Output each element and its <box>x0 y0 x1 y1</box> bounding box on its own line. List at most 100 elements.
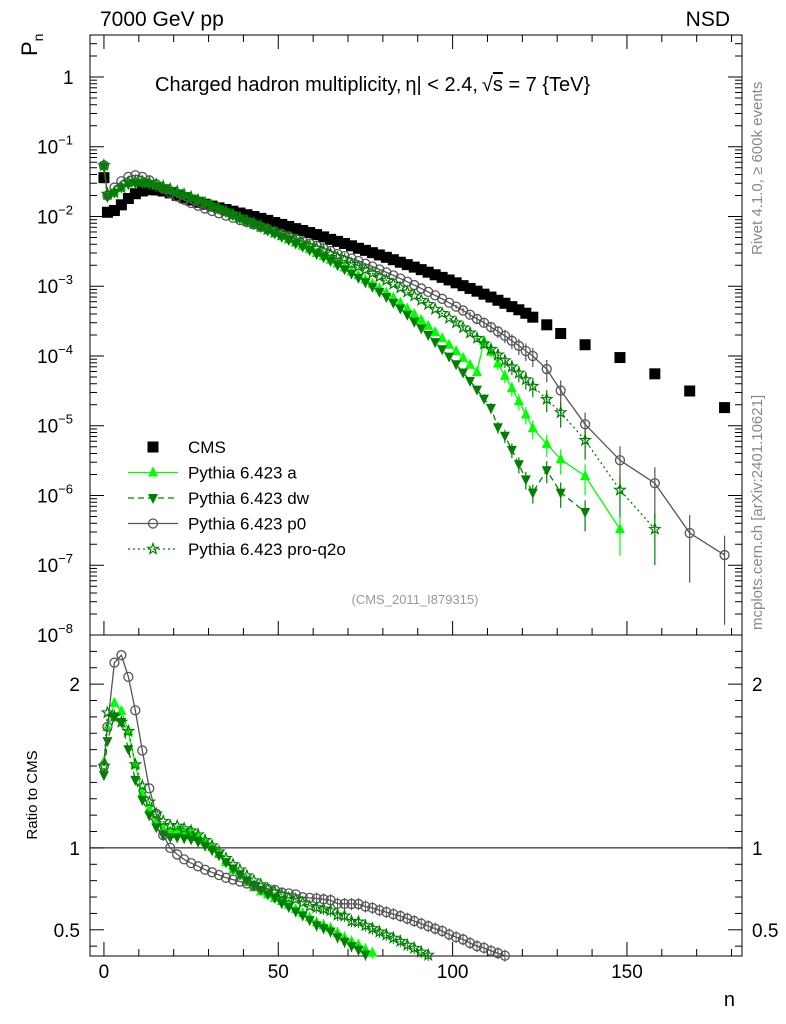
ratio-point <box>137 795 148 806</box>
point <box>260 221 275 235</box>
point <box>499 330 511 341</box>
ratio-point <box>400 937 415 951</box>
point <box>416 313 427 324</box>
point <box>409 308 420 319</box>
point <box>408 261 420 273</box>
ratio-point <box>386 930 401 944</box>
legend-marker <box>147 518 159 529</box>
point <box>330 250 345 264</box>
point <box>555 453 566 464</box>
legend-marker <box>148 466 158 477</box>
ratio-point <box>142 794 157 808</box>
ratio-point <box>255 882 266 894</box>
point <box>513 340 525 351</box>
ratio-point <box>421 947 436 961</box>
main-panel: 1 10−1 10−2 10−3 10−4 10−5 10−6 10−7 10−8 Pn Cha… <box>17 34 743 647</box>
ratio-point <box>172 824 183 835</box>
point <box>415 264 427 276</box>
ratio-y-tick-label: 2 <box>69 675 80 696</box>
point <box>506 445 517 456</box>
x-tick-label: 150 <box>611 962 643 983</box>
point <box>498 353 512 367</box>
point <box>649 368 661 380</box>
point <box>614 455 626 466</box>
x-tick-label: 100 <box>437 962 469 983</box>
ratio-point <box>137 745 148 756</box>
point <box>318 253 329 264</box>
point <box>478 394 489 405</box>
point <box>353 273 364 284</box>
point <box>442 310 457 324</box>
point <box>395 296 406 307</box>
point <box>499 297 511 309</box>
point <box>367 282 378 293</box>
point <box>614 523 625 534</box>
point <box>359 244 371 256</box>
ratio-point <box>358 918 373 932</box>
y-tick-label: 10−6 <box>37 481 73 507</box>
ratio-point <box>109 657 120 668</box>
ratio-point <box>199 864 211 875</box>
point <box>647 521 662 535</box>
ratio-point <box>360 943 371 954</box>
ratio-series <box>97 650 511 962</box>
ratio-point <box>274 887 289 901</box>
point <box>477 336 491 350</box>
legend-marker <box>147 441 159 453</box>
point <box>578 432 592 447</box>
point <box>318 231 330 243</box>
ratio-point <box>367 902 378 914</box>
point <box>471 285 483 297</box>
point <box>539 391 554 406</box>
point <box>684 527 695 539</box>
point <box>520 345 531 357</box>
ratio-point <box>485 945 497 957</box>
ratio-point <box>158 830 169 841</box>
ratio-point <box>316 901 331 915</box>
legend: CMS Pythia 6.423 a Pythia 6.423 dw Pythia 6… <box>128 438 346 559</box>
ratio-point <box>260 881 275 895</box>
point <box>520 307 532 319</box>
point <box>344 256 359 270</box>
ratio-point <box>98 771 109 782</box>
point <box>346 269 357 280</box>
ratio-point <box>388 908 399 920</box>
ratio-point <box>367 946 378 957</box>
point <box>288 232 303 246</box>
point <box>373 249 385 261</box>
y-tick-label: 10−8 <box>37 621 73 647</box>
ratio-point <box>128 757 143 771</box>
point <box>506 301 518 313</box>
point <box>437 345 448 356</box>
ratio-point <box>149 806 164 820</box>
ratio-point <box>353 945 364 956</box>
ratio-point <box>102 737 113 748</box>
point <box>332 235 344 247</box>
point <box>325 233 337 245</box>
point <box>485 291 497 303</box>
legend-marker <box>146 541 160 555</box>
ratio-point <box>379 927 394 941</box>
ratio-point <box>430 923 441 934</box>
ratio-point <box>318 924 329 935</box>
y-axis-label-sub: n <box>30 34 46 42</box>
legend-label: CMS <box>188 438 226 457</box>
point <box>353 255 364 267</box>
point <box>136 185 148 197</box>
ratio-point <box>123 745 134 756</box>
point <box>394 256 406 268</box>
point <box>98 172 110 184</box>
ratio-y-tick-label-right: 2 <box>752 675 763 696</box>
point <box>449 315 463 329</box>
point <box>241 216 253 228</box>
ratio-point <box>365 921 380 935</box>
ratio-point <box>218 850 233 865</box>
ratio-point <box>450 931 462 943</box>
ratio-point <box>170 818 185 832</box>
ratio-y-label: Ratio to CMS <box>24 750 41 839</box>
ratio-y-tick-label-right: 0.5 <box>752 921 778 942</box>
ratio-point <box>402 913 413 924</box>
point <box>555 385 566 396</box>
ratio-point <box>423 921 434 932</box>
